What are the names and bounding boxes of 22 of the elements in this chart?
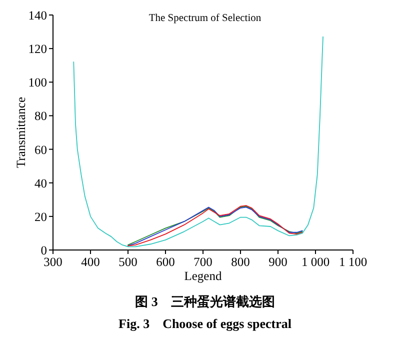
x-tick-label: 300 <box>44 255 62 269</box>
caption: Fig. 3 Choose of eggs spectral <box>118 316 292 331</box>
y-tick-label: 120 <box>28 42 47 56</box>
x-tick-label: 600 <box>156 255 175 269</box>
x-tick-label: 800 <box>231 255 250 269</box>
x-tick-label: 700 <box>194 255 212 269</box>
y-tick-label: 100 <box>28 76 47 90</box>
y-axis-title: Transmittance <box>14 96 28 168</box>
y-tick-label: 0 <box>40 244 47 258</box>
chart-title: The Spectrum of Selection <box>148 13 262 24</box>
y-tick-label: 20 <box>34 210 47 224</box>
x-tick-label: 1 000 <box>301 255 330 269</box>
y-tick-label: 60 <box>34 142 47 157</box>
y-tick-label: 140 <box>28 8 47 22</box>
y-tick-label: 40 <box>34 176 47 190</box>
x-axis-title: Legend <box>184 269 222 283</box>
y-tick-label: 80 <box>34 109 47 124</box>
x-tick-label: 400 <box>81 255 100 269</box>
x-tick-label: 1 100 <box>338 255 368 269</box>
x-tick-label: 900 <box>268 255 288 269</box>
caption: 图 3 三种蛋光谱截选图 <box>135 294 275 309</box>
x-tick-label: 500 <box>118 255 138 269</box>
